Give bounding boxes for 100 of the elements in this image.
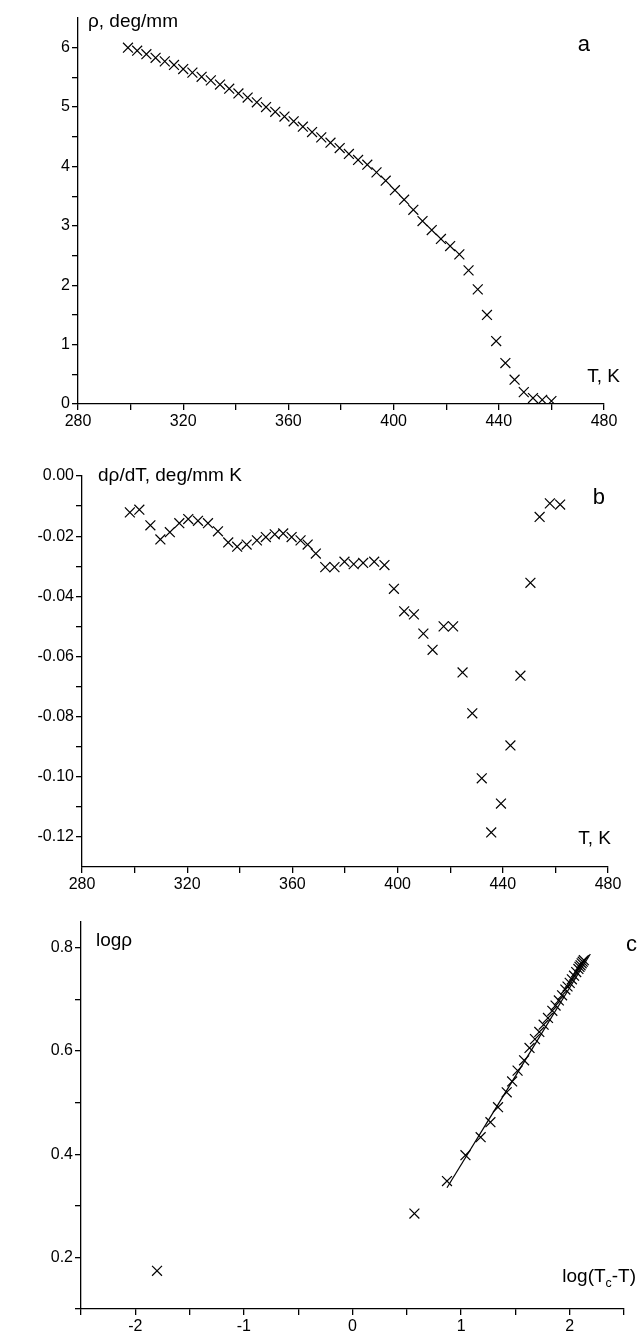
x-tick-label: 360 [279, 875, 306, 893]
point [295, 534, 307, 546]
point [302, 539, 314, 551]
y-axis-title: ρ, deg/mm [88, 10, 178, 32]
point [427, 644, 439, 656]
point [368, 556, 380, 568]
point [343, 148, 355, 160]
point [278, 111, 290, 123]
point [260, 101, 272, 113]
point [499, 357, 511, 369]
point [417, 628, 429, 640]
point [542, 1012, 554, 1024]
y-tick-label: 0.6 [50, 1041, 74, 1059]
point [501, 1086, 513, 1098]
y-tick-label: 0.2 [50, 1247, 74, 1265]
point [504, 739, 516, 752]
x-tick-label: 480 [594, 875, 622, 893]
point [509, 374, 521, 386]
x-tick-label: 2 [565, 1317, 575, 1334]
point [492, 1101, 504, 1113]
point [556, 989, 568, 1001]
point [481, 309, 493, 321]
x-tick-label: 400 [380, 412, 408, 430]
y-tick-label: 2 [61, 275, 71, 293]
y-axis-title: logρ [96, 929, 133, 951]
point [490, 335, 502, 347]
point [122, 42, 134, 54]
y-tick-label: -0.04 [37, 586, 75, 604]
point [441, 1175, 453, 1187]
x-tick-label: 400 [384, 875, 412, 893]
y-tick-label: 1 [61, 335, 71, 353]
y-tick-label: 0 [61, 394, 71, 412]
point [527, 392, 539, 404]
y-tick-label: 4 [61, 156, 71, 174]
point [476, 772, 488, 784]
y-tick-label: 0.4 [50, 1144, 74, 1162]
point [150, 52, 162, 64]
point [361, 159, 373, 171]
point [370, 166, 383, 178]
point [186, 67, 198, 79]
point [357, 557, 369, 569]
point [453, 248, 465, 260]
point [546, 1005, 558, 1017]
point [159, 55, 171, 67]
point [529, 1033, 541, 1045]
point [319, 561, 331, 573]
y-tick-label: -0.02 [37, 526, 75, 544]
point [407, 204, 419, 216]
point [177, 63, 189, 75]
point [564, 977, 576, 989]
point [389, 184, 401, 196]
y-tick-label: 0.8 [50, 938, 74, 956]
point [398, 605, 410, 617]
x-tick-label: 0 [348, 1317, 358, 1334]
y-tick-label: -0.12 [37, 827, 75, 845]
point [559, 984, 571, 996]
y-tick-label: 5 [61, 97, 71, 115]
point [288, 115, 300, 127]
point [133, 504, 145, 516]
point [164, 526, 176, 538]
point [192, 515, 204, 527]
point [408, 608, 420, 620]
point [297, 121, 309, 133]
x-tick-label: 280 [68, 875, 96, 893]
point [514, 670, 526, 682]
x-tick-label: 440 [485, 412, 513, 430]
point [310, 548, 322, 560]
point [214, 78, 226, 91]
point [466, 707, 478, 719]
annotation: b [592, 484, 606, 510]
x-tick-label: 1 [456, 1317, 466, 1334]
y-tick-label: 0.00 [42, 466, 75, 484]
point [328, 561, 341, 573]
point [484, 1116, 496, 1128]
y-tick-label: -0.10 [37, 767, 75, 785]
point [447, 620, 459, 632]
x-tick-label: 480 [590, 412, 618, 430]
point [251, 96, 263, 108]
point [435, 233, 447, 245]
point [534, 511, 546, 523]
point [554, 499, 566, 511]
point [277, 527, 289, 539]
point [378, 559, 390, 571]
point [222, 536, 234, 549]
point [231, 541, 243, 553]
point [182, 513, 194, 525]
x-tick-label: -1 [236, 1317, 252, 1334]
point [475, 1131, 487, 1143]
point [408, 1207, 420, 1220]
point [506, 1075, 518, 1087]
point [168, 59, 180, 71]
point [545, 395, 557, 404]
x-tick-label: 320 [173, 875, 201, 893]
point [232, 87, 244, 99]
text: c [626, 931, 637, 957]
y-tick-label: 6 [61, 38, 71, 56]
x-tick-label: 280 [64, 412, 92, 430]
point [205, 74, 217, 86]
point [561, 980, 574, 993]
point [251, 534, 263, 546]
